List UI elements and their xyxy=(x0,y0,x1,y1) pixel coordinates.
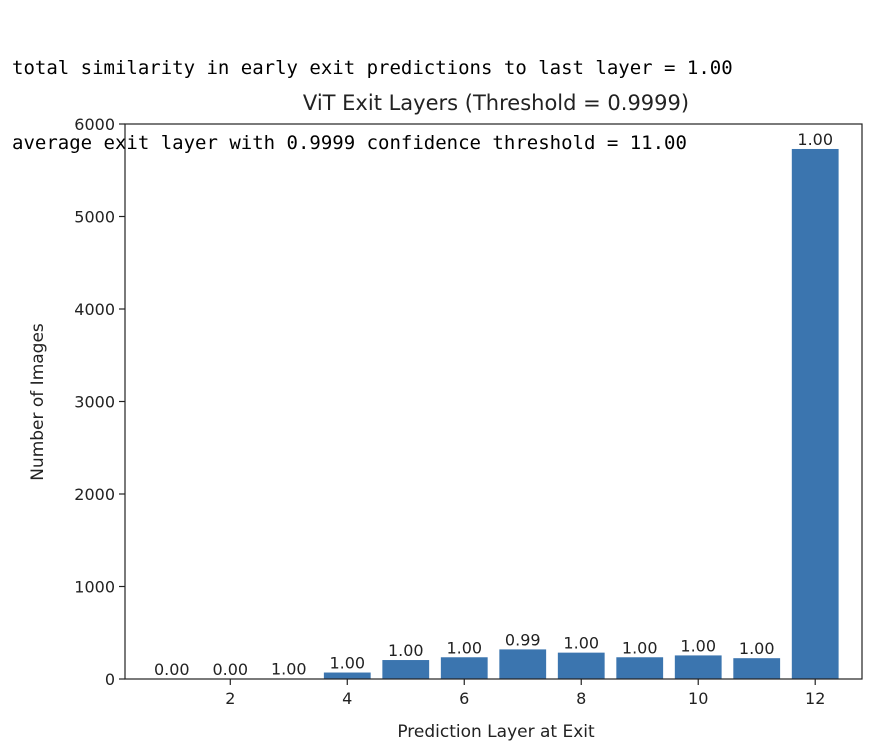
x-tick-label: 4 xyxy=(342,689,352,708)
x-tick-label: 12 xyxy=(805,689,825,708)
console-line-similarity: total similarity in early exit predictio… xyxy=(12,57,733,79)
plot-frame xyxy=(124,123,863,680)
y-axis-label: Number of Images xyxy=(28,323,48,481)
x-axis-label: Prediction Layer at Exit xyxy=(397,722,595,742)
bar-value-label: 1.00 xyxy=(388,641,424,660)
bar-layer-9 xyxy=(616,657,664,679)
x-tick-label: 8 xyxy=(576,689,586,708)
bar-value-label: 0.00 xyxy=(154,660,190,679)
bar-layer-6 xyxy=(440,657,488,679)
bar-layer-8 xyxy=(557,652,605,679)
x-axis-ticks: 2 4 6 8 10 12 xyxy=(225,679,825,708)
y-tick-label: 0 xyxy=(105,670,115,689)
bar-layer-12 xyxy=(791,148,839,680)
bar-value-label: 0.00 xyxy=(212,660,248,679)
console-output: total similarity in early exit predictio… xyxy=(12,6,733,181)
y-tick-label: 3000 xyxy=(74,393,115,412)
y-tick-label: 5000 xyxy=(74,208,115,227)
bar-labels-group: 0.00 0.00 1.00 1.00 1.00 1.00 0.99 1.00 1.00 1.00… xyxy=(154,130,833,679)
bar-value-label: 1.00 xyxy=(622,638,658,657)
bar-value-label: 1.00 xyxy=(680,636,716,655)
bar-layer-10 xyxy=(674,655,722,679)
bar-layer-7 xyxy=(499,649,547,679)
x-tick-label: 6 xyxy=(459,689,469,708)
bar-value-label: 1.00 xyxy=(329,654,365,673)
bar-value-label: 1.00 xyxy=(271,660,307,679)
bar-value-label: 1.00 xyxy=(797,130,833,149)
bar-value-label: 1.00 xyxy=(446,638,482,657)
y-tick-label: 2000 xyxy=(74,485,115,504)
bar-layer-4 xyxy=(323,672,371,679)
y-tick-label: 4000 xyxy=(74,300,115,319)
chart-title: ViT Exit Layers (Threshold = 0.9999) xyxy=(303,91,689,115)
bars-group xyxy=(265,148,839,680)
console-line-average-exit: average exit layer with 0.9999 confidenc… xyxy=(12,132,687,154)
bar-layer-11 xyxy=(733,658,781,679)
y-tick-label: 6000 xyxy=(74,115,115,134)
bar-layer-5 xyxy=(382,660,430,679)
bar-value-label: 0.99 xyxy=(505,630,541,649)
x-tick-label: 2 xyxy=(225,689,235,708)
y-axis-ticks: 0 1000 2000 3000 4000 5000 6000 xyxy=(74,115,125,689)
x-tick-label: 10 xyxy=(688,689,708,708)
y-tick-label: 1000 xyxy=(74,578,115,597)
bar-value-label: 1.00 xyxy=(563,634,599,653)
bar-value-label: 1.00 xyxy=(739,639,775,658)
